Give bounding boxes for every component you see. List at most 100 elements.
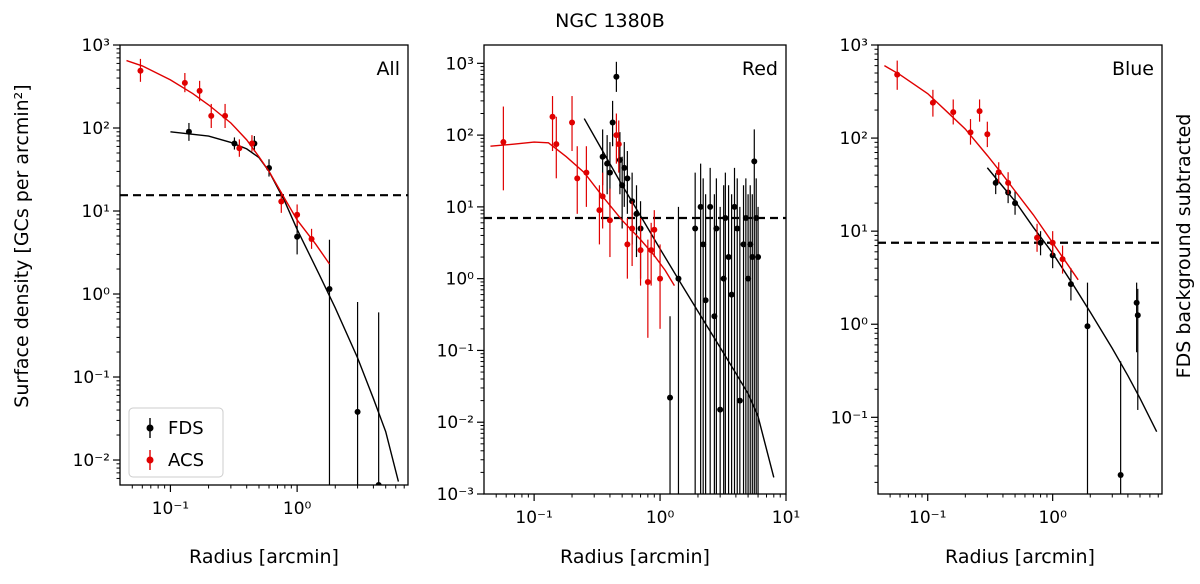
data-point [929,99,936,106]
data-point [734,225,741,232]
legend: FDS ACS [128,407,224,478]
plot-area [120,58,408,485]
data-point [185,128,192,135]
data-point [583,169,590,176]
series-acs [490,96,676,338]
y-tick-label: 10² [82,119,110,139]
data-point [574,175,581,182]
data-point [596,207,603,214]
y-tick-label: 10⁻² [437,413,474,433]
minor-ticks [480,66,781,498]
data-point [675,275,682,282]
data-point [745,275,752,282]
legend-label: ACS [168,450,204,471]
data-point [995,169,1002,176]
data-point [606,169,613,176]
x-tick-label: 10¹ [772,508,800,528]
data-point [619,182,626,189]
data-point [692,225,699,232]
panels: 10⁻¹ 10⁰ 10⁻² 10⁻¹ 10⁰ 10¹ 10² 10³ Radius [arcmi… [73,36,1163,568]
data-point [615,141,622,148]
data-point [604,160,611,167]
data-point [553,141,560,148]
data-point [722,215,729,222]
y-tick-label: 10⁻² [73,451,110,471]
data-point [613,73,620,80]
x-tick-label: 10⁰ [1038,508,1067,528]
plot-area [484,61,786,494]
legend-label: FDS [168,418,204,439]
y-tick-label: 10¹ [840,222,868,242]
data-point [731,203,738,210]
data-point [667,394,674,401]
panel-blue: 10⁻¹ 10⁰ 10⁻¹ 10⁰ 10¹ 10² 10³ Radius [arcmin] Bl… [831,36,1163,568]
data-point [500,139,507,146]
data-point [569,119,576,126]
y-tick-label: 10³ [840,36,868,56]
y-tick-label: 10⁻¹ [73,368,110,388]
data-point [1049,239,1056,246]
series-acs [126,58,331,265]
data-point [742,215,749,222]
x-tick-label: 10⁻¹ [515,508,552,528]
y-axis-label: Surface density [GCs per arcmin²] [11,84,33,407]
data-point [294,211,301,218]
legend-marker [146,456,154,464]
fit-line-acs [490,141,676,286]
y-tick-label: 10⁰ [840,315,869,335]
data-point [700,241,707,248]
data-point [629,225,636,232]
y-tick-label: 10² [840,129,868,149]
data-point [967,129,974,136]
data-point [196,87,203,94]
series-fds [986,167,1158,494]
legend-marker [146,424,154,432]
data-point [984,131,991,138]
y-tick-label: 10⁻¹ [831,408,868,428]
y-tick-label: 10² [446,126,474,146]
data-point [637,247,644,254]
data-point [894,71,901,78]
data-point [992,179,999,186]
data-point [1133,299,1140,306]
y-tick-label: 10³ [82,36,110,56]
data-point [755,254,762,261]
y-tick-label: 10⁻³ [437,485,474,505]
data-point [624,175,631,182]
data-point [1037,239,1044,246]
plot-frame [877,44,1163,495]
plot-frame [483,44,787,495]
data-point [621,164,628,171]
data-point [308,235,315,242]
data-point [728,291,735,298]
panel-label: All [376,58,400,80]
series-fds [583,61,775,494]
figure-title: NGC 1380B [555,10,665,32]
x-tick-label: 10⁻¹ [152,499,189,519]
y-tick-label: 10¹ [446,198,474,218]
x-tick-label: 10⁰ [646,508,675,528]
data-point [1034,234,1041,241]
data-point [375,482,382,485]
data-point [137,67,144,74]
y-tick-label: 10⁰ [82,285,111,305]
x-axis-label: Radius [arcmin] [189,546,339,568]
data-point [648,247,655,254]
x-axis-label: Radius [arcmin] [560,546,710,568]
series-acs [884,60,1079,281]
data-point [1084,323,1091,330]
y-tick-label: 10⁰ [446,270,475,290]
data-point [354,408,361,415]
right-side-label: FDS background subtracted [1173,114,1195,379]
data-point [549,113,556,120]
data-point [222,112,229,119]
data-point [624,241,631,248]
data-point [633,210,640,217]
data-point [294,233,301,240]
data-point [657,275,664,282]
x-tick-label: 10⁰ [283,499,312,519]
data-point [1005,179,1012,186]
data-point [1117,472,1124,479]
data-point [707,203,714,210]
